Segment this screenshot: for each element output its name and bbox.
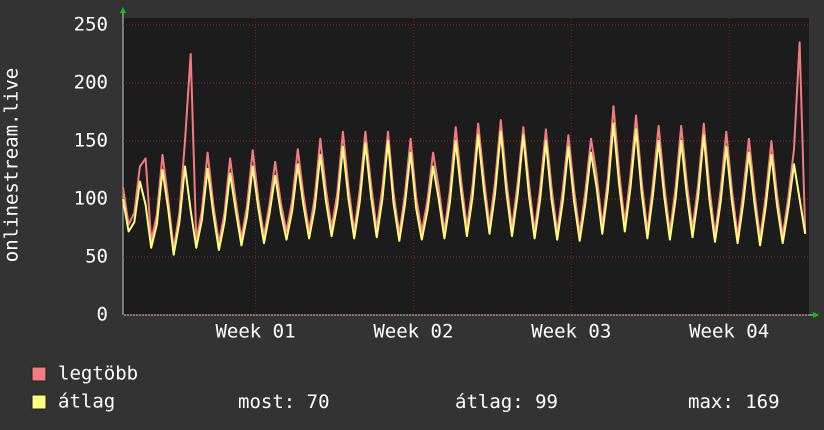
y-tick-label: 0 xyxy=(97,304,108,326)
y-axis-label: onlinestream.live xyxy=(1,68,23,262)
y-tick-label: 150 xyxy=(74,130,108,152)
x-tick-label: Week 03 xyxy=(531,321,611,343)
legend-label: legtöbb xyxy=(58,363,138,385)
stat-value: 99 xyxy=(535,391,558,413)
stat-value: 169 xyxy=(745,391,779,413)
stat-value: 70 xyxy=(307,391,330,413)
y-tick-label: 250 xyxy=(74,14,108,36)
x-tick-label: Week 02 xyxy=(373,321,453,343)
legend-stat: most: 70 xyxy=(238,391,330,413)
legend-label: átlag xyxy=(58,391,115,413)
series-line xyxy=(122,41,807,250)
y-tick-label: 50 xyxy=(85,246,108,268)
stat-label: átlag: xyxy=(455,391,524,413)
legend: legtöbb átlag most: 70 átlag: 99 max: 169 xyxy=(31,363,780,413)
stat-label: most: xyxy=(238,391,295,413)
stat-label: max: xyxy=(688,391,734,413)
y-arrow xyxy=(120,7,126,13)
legend-stat: max: 169 xyxy=(688,391,780,413)
legend-swatch xyxy=(31,394,47,410)
plot-area xyxy=(123,18,809,315)
legend-swatch xyxy=(31,366,47,382)
y-tick-label: 200 xyxy=(74,72,108,94)
series-line xyxy=(122,122,807,256)
x-tick-label: Week 04 xyxy=(689,321,769,343)
x-tick-label: Week 01 xyxy=(215,321,295,343)
y-tick-label: 100 xyxy=(74,188,108,210)
legend-stat: átlag: 99 xyxy=(455,391,558,413)
x-arrow xyxy=(813,312,819,318)
